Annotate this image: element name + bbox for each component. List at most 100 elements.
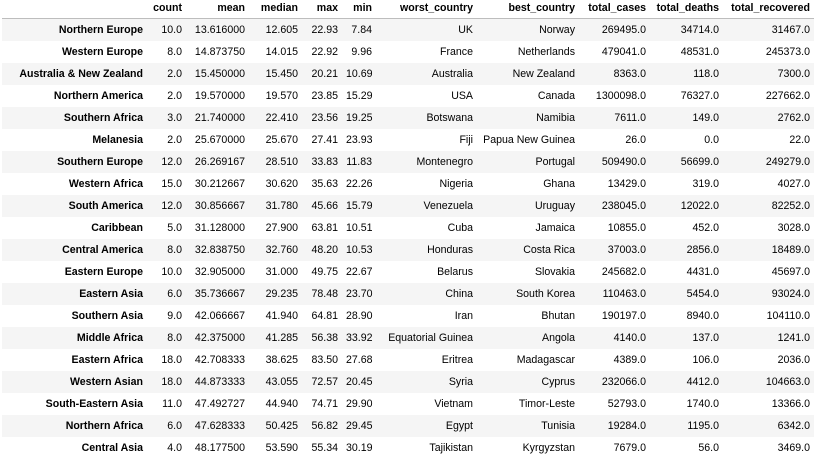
cell-total-cases: 7611.0 bbox=[614, 112, 646, 124]
cell-mean: 15.450000 bbox=[194, 68, 245, 80]
cell-mean: 14.873750 bbox=[194, 46, 245, 58]
table-row: Eastern Africa 18.0 42.708333 38.625 83.50 27… bbox=[2, 349, 814, 371]
cell-median: 31.780 bbox=[265, 200, 298, 212]
table-row: South-Eastern Asia 11.0 47.492727 44.940 74.… bbox=[2, 393, 814, 415]
cell-mean: 25.670000 bbox=[194, 134, 245, 146]
cell-mean: 13.616000 bbox=[194, 24, 245, 36]
cell-count: 15.0 bbox=[161, 178, 182, 190]
cell-worst-country: UK bbox=[458, 24, 473, 36]
cell-total-deaths: 8940.0 bbox=[686, 310, 719, 322]
cell-best-country: Angola bbox=[542, 332, 575, 344]
cell-min: 23.70 bbox=[346, 288, 373, 300]
cell-min: 20.45 bbox=[346, 376, 373, 388]
cell-best-country: Kyrgyzstan bbox=[522, 442, 575, 454]
table-row: Caribbean 5.0 31.128000 27.900 63.81 10.51 Cub… bbox=[2, 217, 814, 239]
cell-best-country: Ghana bbox=[543, 178, 575, 190]
cell-worst-country: Botswana bbox=[426, 112, 473, 124]
cell-total-cases: 4140.0 bbox=[613, 332, 646, 344]
cell-total-recovered: 227662.0 bbox=[765, 90, 810, 102]
cell-total-recovered: 18489.0 bbox=[771, 244, 810, 256]
cell-total-recovered: 2762.0 bbox=[777, 112, 810, 124]
table-row: Eastern Europe 10.0 32.905000 31.000 49.75 22… bbox=[2, 261, 814, 283]
cell-worst-country: Syria bbox=[448, 376, 473, 388]
cell-total-cases: 269495.0 bbox=[601, 24, 646, 36]
cell-median: 31.000 bbox=[265, 266, 298, 278]
cell-count: 18.0 bbox=[161, 354, 182, 366]
table-row: Southern Asia 9.0 42.066667 41.940 64.81 28.9… bbox=[2, 305, 814, 327]
cell-total-recovered: 31467.0 bbox=[771, 24, 810, 36]
column-header-median: median bbox=[249, 0, 302, 19]
cell-median: 25.670 bbox=[265, 134, 298, 146]
cell-median: 19.570 bbox=[265, 90, 298, 102]
cell-max: 33.83 bbox=[311, 156, 338, 168]
table-row: Central America 8.0 32.838750 32.760 48.20 10… bbox=[2, 239, 814, 261]
cell-min: 29.45 bbox=[346, 420, 373, 432]
cell-median: 30.620 bbox=[265, 178, 298, 190]
cell-total-deaths: 56.0 bbox=[698, 442, 719, 454]
cell-min: 10.69 bbox=[346, 68, 373, 80]
cell-worst-country: Belarus bbox=[437, 266, 473, 278]
cell-max: 63.81 bbox=[311, 222, 338, 234]
cell-total-cases: 245682.0 bbox=[601, 266, 646, 278]
row-label-region: Southern Asia bbox=[71, 310, 143, 322]
cell-min: 10.51 bbox=[346, 222, 373, 234]
cell-best-country: Jamaica bbox=[535, 222, 575, 234]
cell-count: 9.0 bbox=[167, 310, 182, 322]
row-label-region: Eastern Asia bbox=[79, 288, 143, 300]
cell-total-recovered: 22.0 bbox=[789, 134, 810, 146]
cell-best-country: South Korea bbox=[516, 288, 575, 300]
cell-count: 11.0 bbox=[162, 398, 182, 410]
cell-count: 5.0 bbox=[167, 222, 182, 234]
cell-max: 56.82 bbox=[311, 420, 338, 432]
row-label-region: South America bbox=[68, 200, 143, 212]
cell-total-cases: 110463.0 bbox=[602, 288, 646, 300]
cell-max: 45.66 bbox=[311, 200, 338, 212]
cell-median: 32.760 bbox=[265, 244, 298, 256]
cell-total-recovered: 245373.0 bbox=[765, 46, 810, 58]
cell-best-country: Portugal bbox=[535, 156, 575, 168]
cell-max: 72.57 bbox=[311, 376, 338, 388]
cell-max: 35.63 bbox=[311, 178, 338, 190]
cell-count: 8.0 bbox=[167, 46, 182, 58]
table-header: count mean median max min worst_country … bbox=[2, 0, 814, 19]
cell-best-country: Costa Rica bbox=[523, 244, 575, 256]
cell-count: 3.0 bbox=[167, 112, 182, 124]
table-row: Western Asian 18.0 44.873333 43.055 72.57 20.… bbox=[2, 371, 814, 393]
table-row: Southern Africa 3.0 21.740000 22.410 23.56 19… bbox=[2, 107, 814, 129]
cell-total-cases: 7679.0 bbox=[613, 442, 646, 454]
cell-worst-country: Australia bbox=[431, 68, 473, 80]
cell-total-deaths: 4431.0 bbox=[686, 266, 719, 278]
cell-median: 14.015 bbox=[265, 46, 298, 58]
cell-best-country: Timor-Leste bbox=[518, 398, 575, 410]
cell-mean: 30.212667 bbox=[194, 178, 245, 190]
index-header bbox=[2, 0, 147, 19]
table-row: Melanesia 2.0 25.670000 25.670 27.41 23.93 Fij… bbox=[2, 129, 814, 151]
cell-count: 2.0 bbox=[167, 68, 182, 80]
cell-mean: 48.177500 bbox=[194, 442, 245, 454]
cell-worst-country: Honduras bbox=[427, 244, 473, 256]
cell-best-country: Madagascar bbox=[516, 354, 575, 366]
cell-total-recovered: 6342.0 bbox=[777, 420, 810, 432]
cell-total-deaths: 106.0 bbox=[692, 354, 719, 366]
table-row: South America 12.0 30.856667 31.780 45.66 15.… bbox=[2, 195, 814, 217]
cell-mean: 19.570000 bbox=[194, 90, 245, 102]
cell-median: 27.900 bbox=[265, 222, 298, 234]
cell-total-cases: 37003.0 bbox=[607, 244, 646, 256]
cell-max: 22.93 bbox=[311, 24, 338, 36]
cell-total-deaths: 149.0 bbox=[692, 112, 719, 124]
header-row: count mean median max min worst_country … bbox=[2, 0, 814, 19]
cell-total-recovered: 3028.0 bbox=[777, 222, 810, 234]
cell-max: 83.50 bbox=[311, 354, 338, 366]
cell-min: 11.83 bbox=[346, 156, 372, 168]
cell-median: 41.940 bbox=[265, 310, 298, 322]
table-row: Central Asia 4.0 48.177500 53.590 55.34 30.19… bbox=[2, 437, 814, 459]
cell-total-cases: 238045.0 bbox=[601, 200, 646, 212]
cell-worst-country: Nigeria bbox=[439, 178, 473, 190]
cell-min: 30.19 bbox=[346, 442, 373, 454]
cell-median: 29.235 bbox=[265, 288, 298, 300]
cell-mean: 32.838750 bbox=[194, 244, 245, 256]
column-header-count: count bbox=[147, 0, 186, 19]
cell-median: 12.605 bbox=[265, 24, 298, 36]
table-row: Western Europe 8.0 14.873750 14.015 22.92 9.9… bbox=[2, 41, 814, 63]
